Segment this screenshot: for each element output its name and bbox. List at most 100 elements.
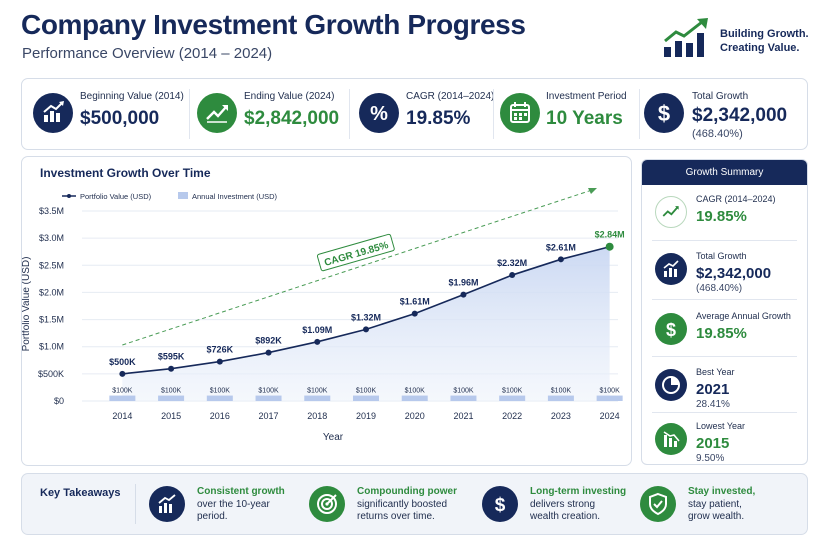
annual-investment-bar (596, 395, 623, 401)
point-data-label: $595K (158, 352, 185, 362)
kpi-value: 10 Years (546, 108, 623, 129)
annual-investment-bar (158, 395, 185, 401)
x-axis-label: Year (323, 432, 344, 443)
bar-chart-down-icon (655, 423, 687, 455)
summary-value: $2,342,000 (696, 265, 772, 282)
portfolio-value-point (168, 365, 175, 372)
summary-sub: 9.50% (696, 453, 725, 464)
bar-chart-up-icon (655, 253, 687, 285)
annual-investment-bar (255, 395, 282, 401)
summary-sub: (468.40%) (696, 283, 743, 294)
summary-item-total-growth: Total Growth $2,342,000 (468.40%) (642, 243, 807, 298)
x-tick-label: 2014 (112, 411, 132, 421)
annual-investment-bar (109, 395, 136, 401)
kpi-label: Ending Value (2024) (244, 91, 335, 102)
bar-data-label: $100K (161, 388, 182, 395)
bar-data-label: $100K (600, 388, 621, 395)
bar-data-label: $100K (405, 388, 426, 395)
summary-sub: 28.41% (696, 399, 730, 410)
portfolio-value-point (411, 310, 418, 317)
annual-investment-bar (304, 395, 331, 401)
cagr-trend-arrow (122, 189, 593, 346)
bar-data-label: $100K (258, 388, 279, 395)
portfolio-value-point (216, 358, 223, 365)
x-tick-label: 2016 (210, 411, 230, 421)
point-data-label: $892K (255, 336, 282, 346)
key-takeaways-panel: Key Takeaways Consistent growth over the… (21, 473, 808, 535)
kpi-value: $2,842,000 (244, 108, 340, 129)
kpi-total-growth: $ Total Growth $2,342,000 (468.40%) (640, 79, 806, 149)
annual-investment-bar (499, 395, 526, 401)
shield-check-icon (640, 486, 676, 522)
summary-value: 19.85% (696, 325, 747, 342)
summary-label: CAGR (2014–2024) (696, 194, 776, 204)
kpi-value: $2,342,000 (692, 105, 788, 126)
bar-data-label: $100K (112, 388, 133, 395)
legend-bar-label: Annual Investment (USD) (192, 192, 278, 201)
takeaway-text: delivers strong wealth creation. (530, 499, 601, 522)
takeaway-text: significantly boosted returns over time. (357, 499, 448, 522)
svg-text:%: % (370, 103, 388, 125)
pie-chart-icon (655, 369, 687, 401)
y-tick-label: $1.5M (39, 315, 64, 325)
brand-block: Building Growth. Creating Value. (662, 17, 822, 59)
takeaway-title: Stay invested, (688, 486, 756, 497)
calendar-icon (500, 93, 540, 133)
point-data-label: $1.32M (351, 312, 381, 322)
summary-item-lowest-year: Lowest Year 2015 9.50% (642, 413, 807, 464)
bar-data-label: $100K (356, 388, 377, 395)
y-tick-label: $3.0M (39, 233, 64, 243)
point-data-label: $726K (207, 345, 234, 355)
kpi-label: Beginning Value (2014) (80, 91, 184, 102)
portfolio-value-point (605, 242, 614, 251)
bar-chart-up-icon (149, 486, 185, 522)
point-data-label: $1.61M (400, 297, 430, 307)
svg-text:$: $ (666, 320, 676, 340)
growth-summary-panel: Growth Summary CAGR (2014–2024) 19.85% T… (641, 159, 808, 465)
svg-text:$: $ (495, 495, 506, 516)
y-tick-label: $3.5M (39, 206, 64, 216)
summary-value: 2015 (696, 435, 730, 452)
point-data-label: $2.84M (595, 230, 625, 240)
dollar-icon: $ (482, 486, 518, 522)
annual-investment-bar (450, 395, 477, 401)
y-axis-label: Portfolio Value (USD) (22, 257, 32, 352)
x-tick-label: 2017 (259, 411, 279, 421)
portfolio-value-point (363, 326, 369, 333)
key-takeaways-heading: Key Takeaways (40, 487, 121, 499)
annual-investment-bar (547, 395, 574, 401)
kpi-beginning-value: Beginning Value (2014) $500,000 (22, 79, 184, 149)
bar-chart-up-icon (33, 93, 73, 133)
svg-text:$: $ (658, 101, 670, 126)
takeaway-text: stay patient, grow wealth. (688, 499, 745, 522)
x-tick-label: 2015 (161, 411, 181, 421)
y-tick-label: $2.5M (39, 260, 64, 270)
y-tick-label: $1.0M (39, 342, 64, 352)
point-data-label: $2.32M (497, 258, 527, 268)
bar-data-label: $100K (502, 388, 523, 395)
y-tick-label: $500K (38, 369, 64, 379)
y-tick-label: $2.0M (39, 287, 64, 297)
x-tick-label: 2023 (551, 411, 571, 421)
summary-value: 19.85% (696, 208, 747, 225)
summary-label: Total Growth (696, 251, 747, 261)
kpi-investment-period: Investment Period 10 Years (494, 79, 639, 149)
kpi-label: Total Growth (692, 91, 749, 102)
bar-data-label: $100K (210, 388, 231, 395)
portfolio-value-point (557, 256, 564, 263)
kpi-label: Investment Period (546, 91, 627, 102)
percent-icon: % (359, 93, 399, 133)
portfolio-value-point (265, 349, 272, 356)
point-data-label: $1.96M (448, 278, 478, 288)
x-tick-label: 2022 (502, 411, 522, 421)
legend-line-label: Portfolio Value (USD) (80, 192, 152, 201)
kpi-value: $500,000 (80, 108, 160, 129)
portfolio-area (122, 246, 610, 401)
page-subtitle: Performance Overview (2014 – 2024) (22, 45, 273, 62)
takeaway-title: Long-term investing (530, 486, 627, 497)
trend-up-icon (655, 196, 687, 228)
annual-investment-bar (353, 395, 379, 401)
summary-item-cagr: CAGR (2014–2024) 19.85% (642, 186, 807, 241)
legend-bar-swatch (178, 192, 188, 199)
kpi-ending-value: Ending Value (2024) $2,842,000 (190, 79, 350, 149)
